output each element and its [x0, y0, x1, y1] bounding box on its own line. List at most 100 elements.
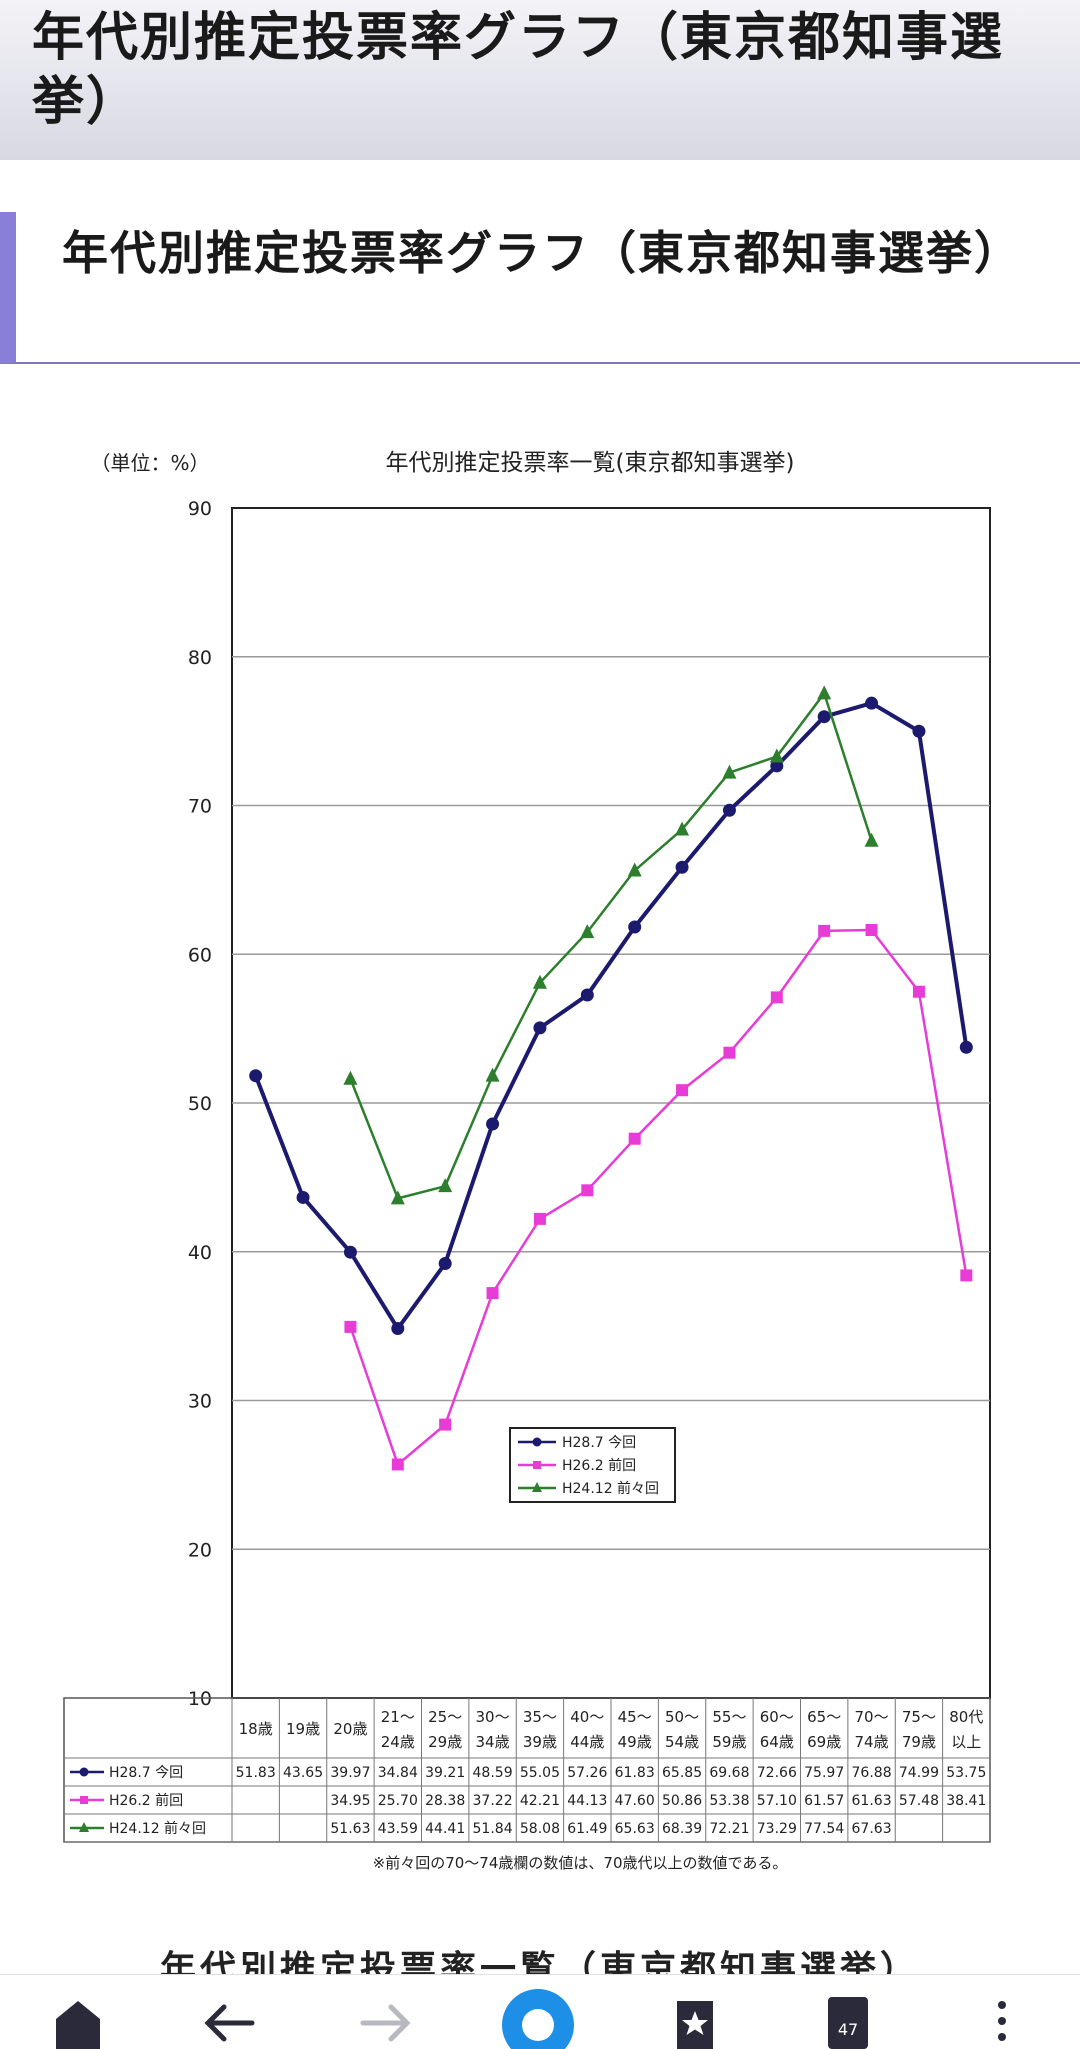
- search-button[interactable]: [498, 1975, 578, 2049]
- legend-label-3: H24.12 前々回: [562, 1480, 659, 1497]
- data-point-s1-2: [296, 1190, 310, 1204]
- category-label: 39歳: [523, 1733, 557, 1751]
- category-label: 50～: [665, 1708, 699, 1726]
- y-tick-label: 10: [188, 1688, 212, 1710]
- data-point-s2-5: [439, 1418, 452, 1431]
- table-cell: 34.84: [378, 1765, 418, 1781]
- table-cell: 51.63: [330, 1821, 370, 1837]
- data-point-s2-11: [723, 1046, 736, 1059]
- table-cell: 51.84: [473, 1821, 513, 1837]
- category-label: 75～: [902, 1708, 936, 1726]
- legend-label-2: H26.2 前回: [562, 1457, 636, 1474]
- table-cell: 25.70: [378, 1793, 418, 1809]
- data-point-s1-12: [770, 759, 784, 773]
- category-label: 54歳: [665, 1733, 699, 1751]
- category-label: 35～: [523, 1708, 557, 1726]
- data-point-s2-7: [533, 1212, 546, 1225]
- category-label: 80代: [949, 1708, 983, 1726]
- table-cell: 75.97: [804, 1765, 844, 1781]
- category-label: 49歳: [618, 1733, 652, 1751]
- top-header: 年代別推定投票率グラフ（東京都知事選挙）: [0, 0, 1080, 160]
- data-point-s3-10: [675, 821, 690, 836]
- category-label: 29歳: [428, 1733, 462, 1751]
- table-cell: 61.57: [804, 1793, 844, 1809]
- category-label: 24歳: [381, 1733, 415, 1751]
- category-label: 70～: [855, 1708, 889, 1726]
- table-cell: 53.38: [709, 1793, 749, 1809]
- category-label: 74歳: [855, 1733, 889, 1751]
- data-point-s3-5: [438, 1178, 453, 1193]
- table-cell: 61.63: [852, 1793, 892, 1809]
- section-heading: 年代別推定投票率グラフ（東京都知事選挙）: [0, 212, 1080, 364]
- category-label: 59歳: [712, 1733, 746, 1751]
- section-title: 年代別推定投票率グラフ（東京都知事選挙）: [62, 226, 1022, 280]
- data-point-s2-6: [486, 1287, 499, 1300]
- y-tick-label: 40: [188, 1242, 212, 1264]
- table-cell: 67.63: [852, 1821, 892, 1837]
- data-point-s3-13: [817, 685, 832, 700]
- category-label: 25～: [428, 1708, 462, 1726]
- category-label: 30～: [476, 1708, 510, 1726]
- table-cell: 69.68: [709, 1765, 749, 1781]
- table-cell: 77.54: [804, 1821, 844, 1837]
- legend-marker-3: [532, 1482, 542, 1492]
- chart-title: 年代別推定投票率一覧(東京都知事選挙): [386, 450, 795, 476]
- category-label: 20歳: [333, 1720, 367, 1738]
- data-point-s1-10: [675, 860, 689, 874]
- home-button[interactable]: [38, 1975, 118, 2049]
- series-line-1: [253, 701, 969, 1333]
- category-label: 40～: [570, 1708, 604, 1726]
- category-label: 44歳: [570, 1733, 604, 1751]
- data-point-s2-3: [344, 1320, 357, 1333]
- data-point-s1-14: [865, 696, 879, 710]
- table-legend-marker-3: [79, 1822, 89, 1832]
- table-series-label-3: H24.12 前々回: [109, 1820, 206, 1837]
- table-cell: 43.59: [378, 1821, 418, 1837]
- table-cell: 61.83: [615, 1765, 655, 1781]
- category-label: 65～: [807, 1708, 841, 1726]
- data-point-s2-15: [912, 985, 925, 998]
- tabs-button[interactable]: 47: [808, 1975, 888, 2049]
- series-line-3: [349, 690, 873, 1200]
- table-cell: 44.41: [425, 1821, 465, 1837]
- data-point-s3-12: [769, 748, 784, 763]
- bookmark-star-icon: [677, 2001, 713, 2049]
- table-cell: 65.85: [662, 1765, 702, 1781]
- data-point-s1-5: [438, 1257, 452, 1271]
- table-cell: 57.26: [567, 1765, 607, 1781]
- search-circle-icon: [502, 1989, 574, 2049]
- category-label: 55～: [712, 1708, 746, 1726]
- legend-marker-2: [533, 1461, 541, 1469]
- data-point-s3-3: [343, 1070, 358, 1085]
- data-point-s2-10: [676, 1084, 689, 1097]
- data-point-s1-8: [580, 988, 594, 1002]
- category-label: 69歳: [807, 1733, 841, 1751]
- category-label: 19歳: [286, 1720, 320, 1738]
- table-cell: 65.63: [615, 1821, 655, 1837]
- table-cell: 28.38: [425, 1793, 465, 1809]
- data-point-s3-11: [722, 764, 737, 779]
- table-legend-marker-1: [79, 1767, 89, 1777]
- bookmarks-button[interactable]: [655, 1975, 735, 2049]
- category-label: 60～: [760, 1708, 794, 1726]
- table-cell: 39.97: [330, 1765, 370, 1781]
- data-point-s3-8: [580, 924, 595, 939]
- table-cell: 42.21: [520, 1793, 560, 1809]
- legend-label-1: H28.7 今回: [562, 1435, 636, 1451]
- table-cell: 50.86: [662, 1793, 702, 1809]
- y-tick-label: 90: [188, 498, 212, 520]
- table-cell: 76.88: [852, 1765, 892, 1781]
- forward-button[interactable]: [345, 1975, 425, 2049]
- y-tick-label: 50: [188, 1093, 212, 1115]
- table-cell: 74.99: [899, 1765, 939, 1781]
- more-menu-button[interactable]: [962, 1975, 1042, 2049]
- table-cell: 34.95: [330, 1793, 370, 1809]
- category-label: 79歳: [902, 1733, 936, 1751]
- back-button[interactable]: [190, 1975, 270, 2049]
- legend-marker-1: [532, 1437, 542, 1447]
- data-point-s1-15: [912, 724, 926, 738]
- table-legend-marker-2: [80, 1796, 88, 1804]
- data-point-s3-7: [532, 974, 547, 989]
- data-point-s1-7: [533, 1021, 547, 1035]
- table-cell: 61.49: [567, 1821, 607, 1837]
